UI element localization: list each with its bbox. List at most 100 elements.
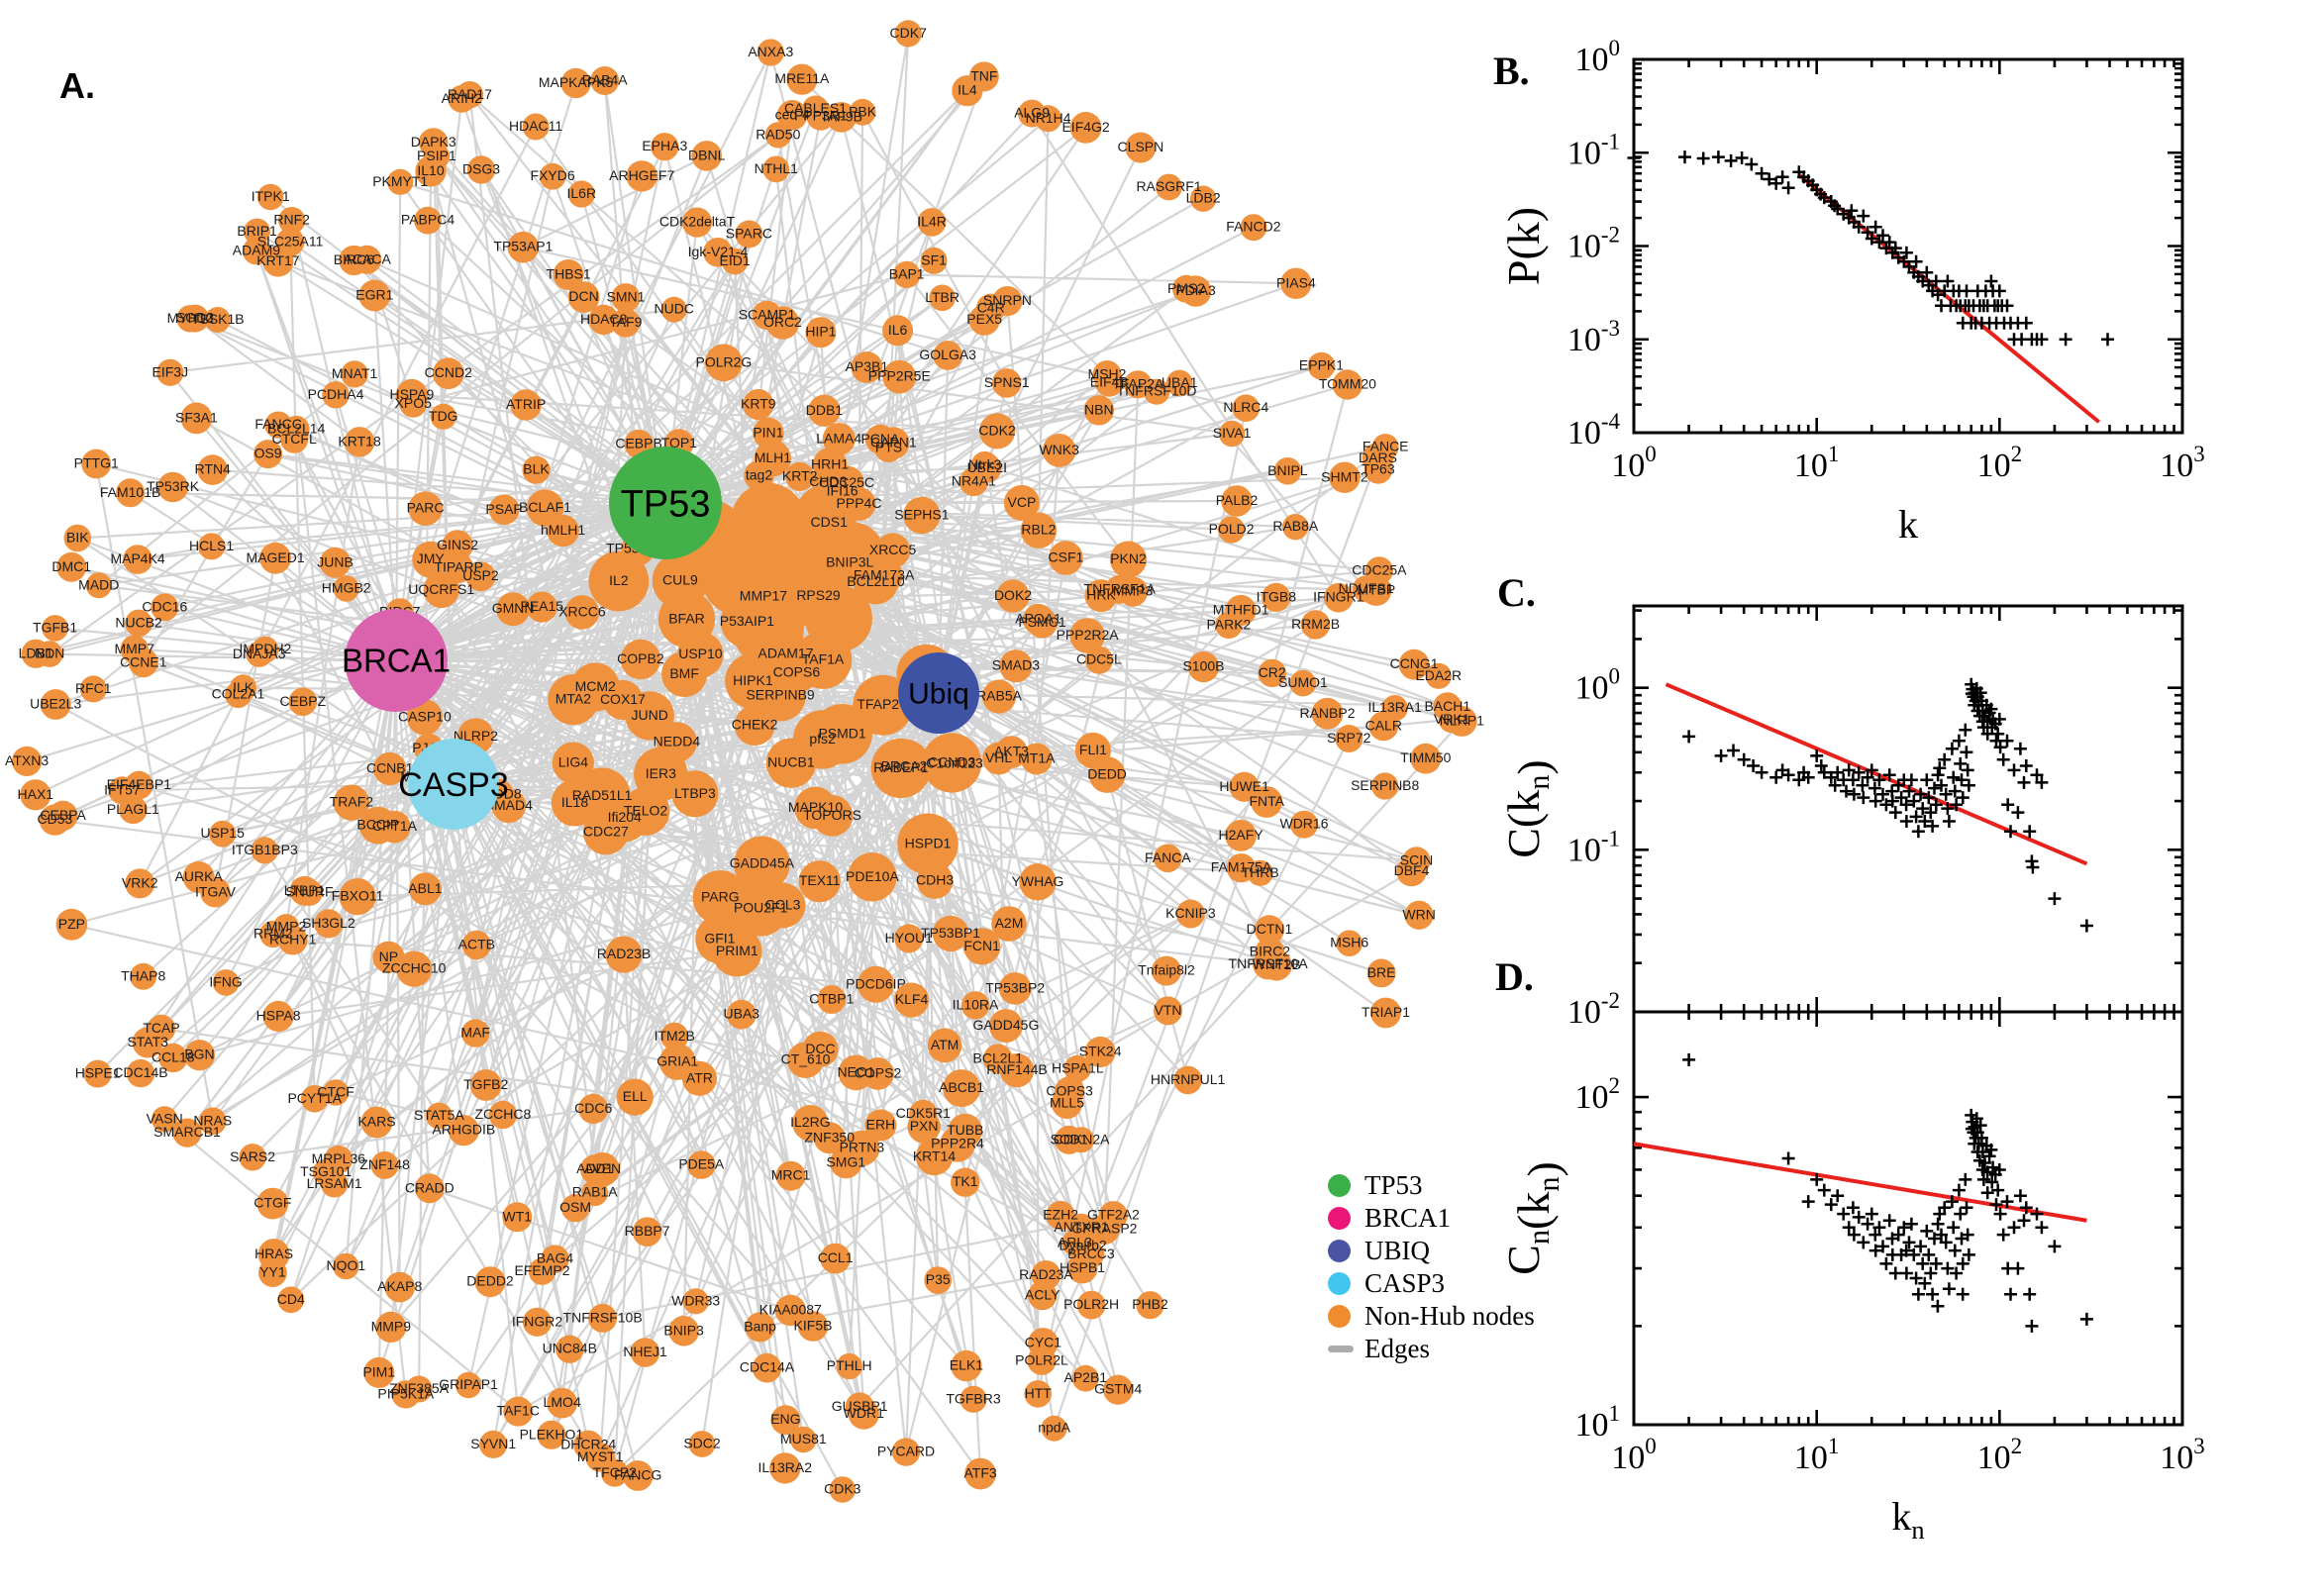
- node-label: JUNB: [317, 553, 354, 569]
- network-node: [1042, 434, 1076, 467]
- node-label: PPP4C: [837, 495, 882, 511]
- node-label: DCTN1: [1247, 921, 1293, 937]
- axis-tick-label: 102: [1977, 442, 2023, 484]
- axis-tick-label: 103: [2160, 442, 2205, 484]
- node-label: CDK2: [978, 422, 1016, 438]
- network-node: [775, 1160, 806, 1191]
- node-label: FANCA: [1145, 849, 1191, 865]
- network-node: [836, 1352, 862, 1380]
- network-node: [703, 238, 733, 267]
- node-label: ABCB1: [939, 1079, 984, 1095]
- network-node: [474, 1266, 506, 1298]
- node-label: PEX5: [966, 311, 1002, 327]
- node-label: HRAS: [254, 1246, 293, 1261]
- node-label: DBF4: [1394, 862, 1430, 878]
- network-node: [991, 368, 1022, 398]
- network-node: [785, 461, 815, 491]
- node-label: SNRPN: [983, 292, 1032, 308]
- node-label: PARG: [701, 889, 740, 905]
- network-node: [553, 259, 584, 290]
- node-label: ARL3: [1058, 1234, 1092, 1249]
- node-label: KLF4: [895, 991, 929, 1007]
- network-node: [1173, 1065, 1202, 1095]
- node-label: FAM175A: [1211, 859, 1272, 875]
- network-node: [152, 1106, 178, 1133]
- node-label: TNFRSF10D: [1117, 383, 1197, 399]
- node-label: CCL1: [818, 1249, 854, 1265]
- node-label: NTHL1: [755, 160, 799, 176]
- node-label: HAX1: [18, 786, 54, 802]
- network-node: [657, 590, 716, 648]
- node-label: RABEP1: [873, 759, 928, 775]
- network-node: [1324, 582, 1354, 613]
- network-node: [567, 180, 595, 208]
- network-node: [314, 909, 344, 939]
- node-label: TAF9: [609, 314, 642, 330]
- network-node: [412, 541, 450, 578]
- network-node: [1262, 582, 1291, 613]
- hub-label-tp53: TP53: [621, 483, 711, 525]
- node-label: IL10: [417, 162, 444, 178]
- network-node: [479, 1430, 508, 1458]
- node-label: ZCCHC8: [475, 1106, 532, 1122]
- node-label: ced-4: [775, 106, 810, 122]
- network-node: [63, 524, 92, 552]
- node-label: FXYD6: [531, 167, 575, 183]
- network-node: [933, 341, 963, 370]
- network-legend: TP53 BRCA1 UBIQ CASP3 Non-Hub nodes Edges: [1328, 1169, 1535, 1365]
- node-label: MRE11A: [774, 70, 830, 86]
- node-label: TIMM50: [1400, 749, 1452, 765]
- network-node: [539, 162, 566, 190]
- network-node: [1232, 394, 1261, 423]
- network-node: [745, 1312, 775, 1343]
- network-node: [83, 1059, 112, 1088]
- node-label: HDAC8: [580, 311, 628, 327]
- node-label: STAT3: [127, 1034, 168, 1049]
- network-node: [551, 779, 599, 827]
- network-node: [1371, 434, 1399, 460]
- node-label: MTBP: [1357, 581, 1395, 597]
- network-node: [1368, 711, 1399, 742]
- node-label: IL13RA1: [1367, 699, 1422, 715]
- network-node: [502, 1202, 533, 1233]
- node-label: CCND3: [928, 754, 975, 770]
- network-node: [688, 1431, 716, 1457]
- plot-clustering-coefficient: 100 10-1 10-2 C(kn): [1498, 604, 2184, 1031]
- node-label: EFEMP2: [514, 1262, 569, 1278]
- node-label: UBE2I: [967, 459, 1007, 475]
- axis-tick-label: 100: [1611, 442, 1657, 484]
- network-node: [79, 675, 107, 703]
- node-label: TDG: [429, 408, 458, 424]
- node-label: H2AFY: [1219, 827, 1264, 843]
- node-label: HNRNPUL1: [1151, 1071, 1226, 1087]
- network-node: [262, 246, 294, 277]
- network-node: [378, 810, 411, 844]
- node-label: PPP2R5E: [868, 368, 931, 384]
- node-label: THBS1: [547, 266, 591, 282]
- axis-ticks: [1632, 1012, 2184, 1427]
- node-label: LDB1: [19, 645, 53, 660]
- network-node: [682, 1288, 709, 1315]
- node-label: EPHA3: [642, 138, 687, 153]
- node-label: COPB2: [617, 650, 664, 666]
- network-node: [1019, 863, 1057, 901]
- node-label: THAP8: [121, 967, 165, 983]
- node-label: SOD2: [176, 310, 214, 326]
- node-label: RANBP2: [1299, 705, 1355, 721]
- network-node: [526, 489, 564, 527]
- node-label: ARIH2: [442, 90, 482, 106]
- node-label: CTCFL: [272, 431, 317, 447]
- node-label: PBK: [849, 103, 877, 119]
- node-label: MAPKAPK5: [539, 74, 614, 90]
- node-label: TP53AP1: [493, 239, 553, 254]
- node-label: COX17: [600, 691, 646, 707]
- network-node: [1258, 658, 1286, 688]
- node-label: CCL3: [765, 897, 801, 913]
- node-label: PCDHA4: [308, 386, 364, 402]
- node-label: PLAGL1: [107, 801, 159, 817]
- network-node: [1370, 997, 1401, 1029]
- node-label: UQCRFS1: [408, 581, 474, 597]
- node-label: TAF9B: [820, 108, 862, 124]
- node-label: PSIP1: [417, 148, 456, 163]
- node-label: CDC16: [142, 598, 187, 614]
